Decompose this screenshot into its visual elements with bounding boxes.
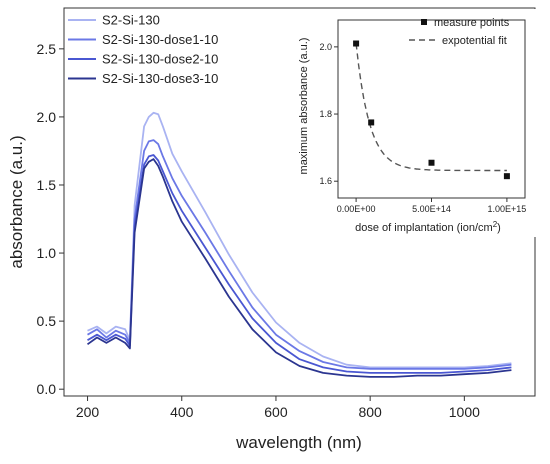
inset-legend-label-fit: expotential fit — [442, 35, 507, 47]
inset-x-axis-ticks: 0.00E+00 5.00E+14 1.00E+15 — [337, 198, 527, 214]
data-point-1 — [353, 40, 360, 47]
series-line-3 — [87, 154, 512, 374]
inset-y-axis-ticks: 1.6 1.8 2.0 — [319, 42, 338, 186]
legend-label-2: S2-Si-130-dose1-10 — [102, 32, 218, 47]
inset-fit-curve — [355, 43, 507, 172]
inset-x-tick-label: 0.00E+00 — [337, 204, 376, 214]
main-y-axis-title: absorbance (a.u.) — [7, 135, 26, 268]
inset-background — [300, 9, 536, 237]
inset-legend: measure points expotential fit — [409, 17, 510, 47]
x-tick-label: 200 — [76, 404, 100, 420]
main-plot: 200 400 600 800 1000 0.0 0.5 1.0 1.5 2.0 2.5 wave… — [7, 7, 536, 452]
inset-y-axis-title: maximum absorbance (a.u.) — [298, 38, 310, 175]
legend-label-3: S2-Si-130-dose2-10 — [102, 52, 218, 67]
y-tick-label: 2.0 — [37, 109, 57, 125]
legend-label-1: S2-Si-130 — [102, 13, 160, 28]
data-point-2 — [368, 119, 375, 126]
legend-label-4: S2-Si-130-dose3-10 — [102, 71, 218, 86]
inset-y-tick-label: 2.0 — [319, 42, 332, 52]
data-point-4 — [503, 173, 510, 180]
main-legend: S2-Si-130 S2-Si-130-dose1-10 S2-Si-130-dos… — [68, 13, 218, 86]
data-point-3 — [428, 159, 435, 166]
inset-legend-marker-points — [421, 19, 427, 25]
series-line-4 — [86, 158, 512, 378]
y-tick-label: 1.0 — [37, 245, 57, 261]
inset-y-tick-label: 1.8 — [319, 109, 332, 119]
inset-legend-label-points: measure points — [434, 17, 510, 29]
y-tick-label: 1.5 — [37, 177, 57, 193]
y-tick-label: 0.0 — [37, 381, 57, 397]
y-tick-label: 0.5 — [37, 313, 57, 329]
inset-x-axis-title: dose of implantation (ion/cm2) — [355, 220, 501, 234]
main-series-lines — [86, 111, 512, 378]
series-line-2 — [87, 139, 512, 370]
x-tick-label: 1000 — [449, 404, 480, 420]
main-x-axis-ticks: 200 400 600 800 1000 — [76, 396, 480, 420]
main-x-axis-title: wavelength (nm) — [235, 433, 362, 452]
inset-data-points — [353, 40, 510, 180]
inset-y-tick-label: 1.6 — [319, 176, 332, 186]
main-y-axis-ticks: 0.0 0.5 1.0 1.5 2.0 2.5 — [37, 41, 64, 397]
x-tick-label: 800 — [358, 404, 382, 420]
series-line-1 — [87, 111, 512, 369]
x-tick-label: 400 — [170, 404, 194, 420]
x-tick-label: 600 — [264, 404, 288, 420]
y-tick-label: 2.5 — [37, 41, 57, 57]
inset-x-tick-label: 5.00E+14 — [412, 204, 451, 214]
inset-x-tick-label: 1.00E+15 — [488, 204, 527, 214]
inset-plot: 0.00E+00 5.00E+14 1.00E+15 1.6 1.8 2.0 dose … — [298, 9, 536, 237]
